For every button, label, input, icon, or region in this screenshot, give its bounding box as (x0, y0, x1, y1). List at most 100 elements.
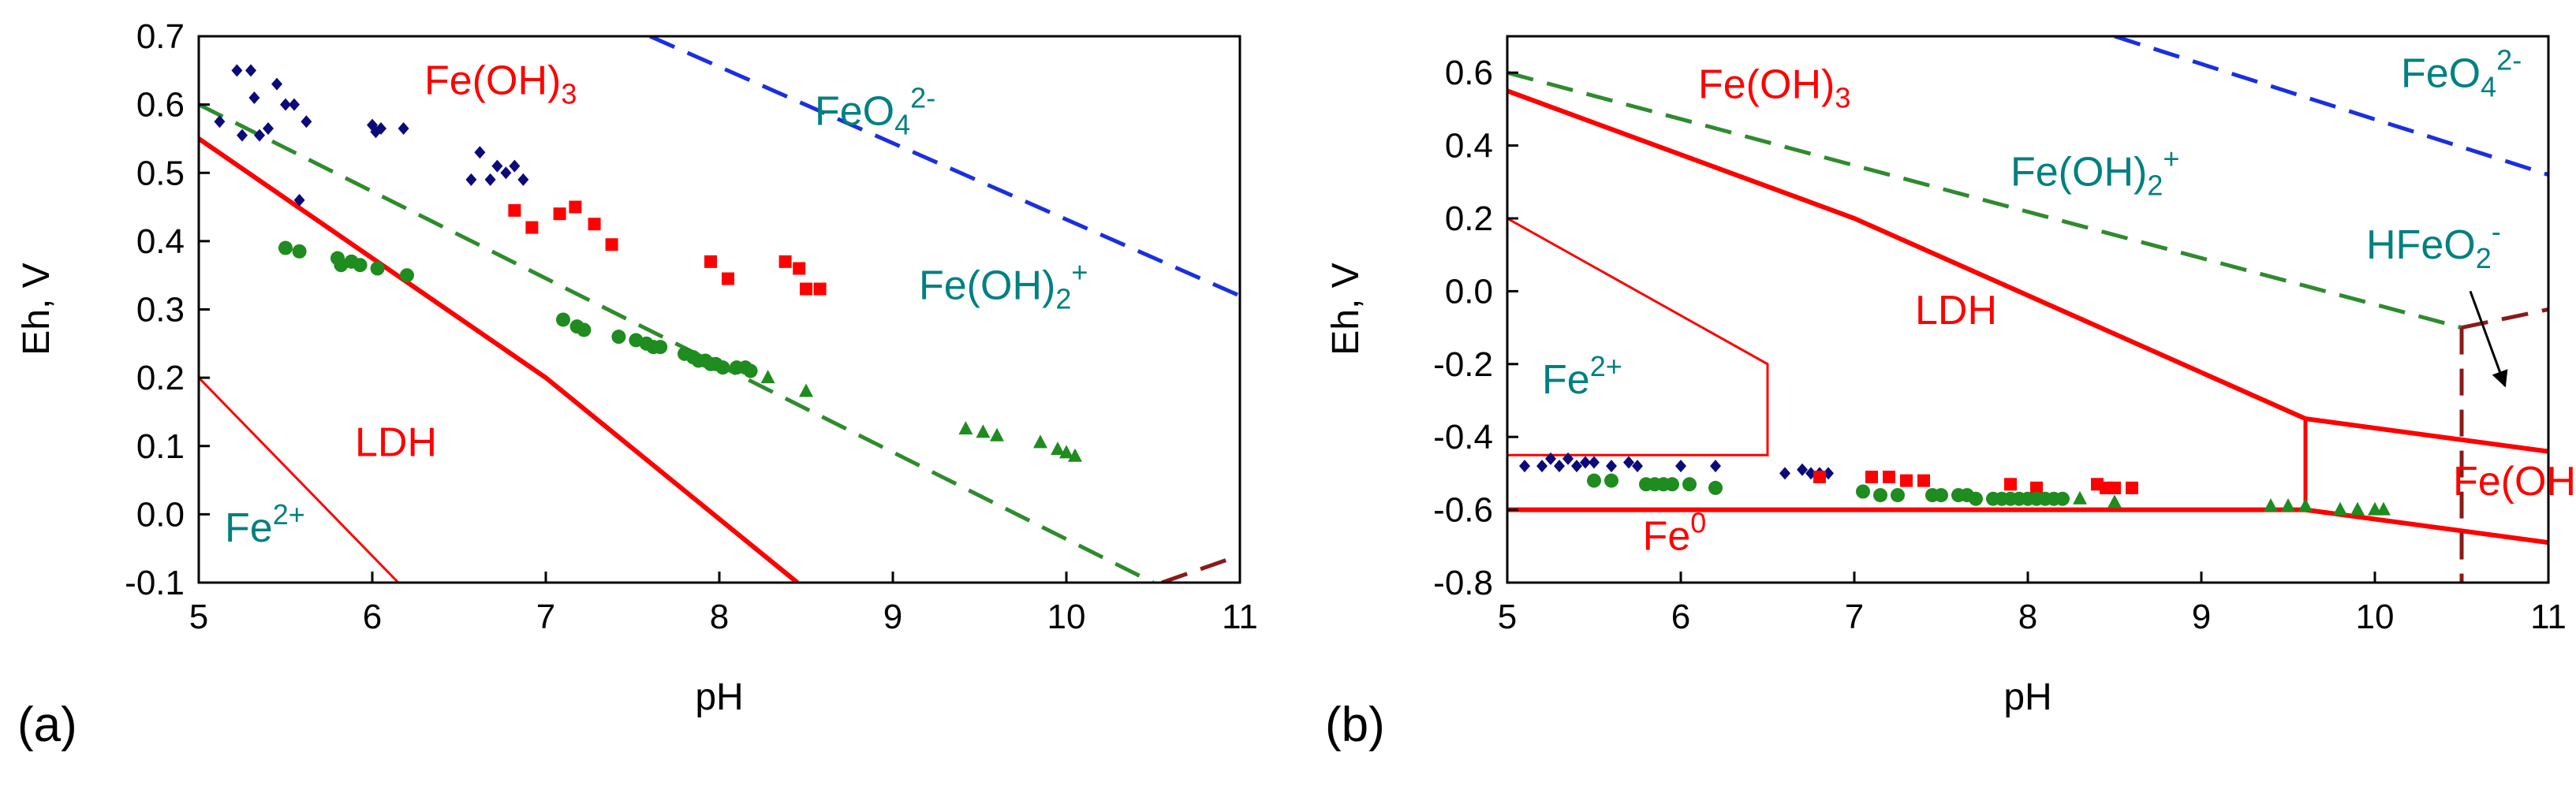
data-point-circle (577, 322, 592, 337)
y-tick-label: 0.6 (1445, 54, 1493, 92)
region-label: Fe2+ (225, 498, 305, 551)
data-point-diamond (245, 64, 256, 77)
data-point-triangle (990, 427, 1004, 441)
data-point-triangle (799, 383, 813, 397)
data-point-circle (1934, 488, 1948, 503)
data-point-square (588, 218, 601, 231)
data-point-circle (1604, 473, 1618, 488)
panel-a-chart: 5 6 7 8 9 10 11 -0.1 0.0 0.1 0.2 0.3 0.4 0.5 0.6 0.7 pH E… (16, 17, 1258, 752)
boundary-line (648, 36, 1240, 298)
data-point-triangle (1068, 448, 1082, 462)
boundary-lines (199, 36, 1240, 583)
boundary-line (2114, 36, 2548, 177)
data-point-diamond (1606, 460, 1617, 473)
data-point-circle (1856, 484, 1870, 499)
data-point-square (800, 282, 812, 296)
data-point-diamond (465, 173, 477, 186)
data-point-diamond (1589, 456, 1600, 469)
data-point-square (2004, 478, 2017, 491)
data-point-diamond (1623, 456, 1634, 469)
x-tick-label: 9 (2192, 598, 2211, 636)
y-tick-label: -0.6 (1433, 491, 1493, 530)
data-point-diamond (491, 159, 503, 173)
data-point-square (508, 203, 521, 217)
data-point-diamond (280, 98, 291, 111)
boundary-line (1507, 217, 1769, 456)
data-point-square (1865, 471, 1878, 484)
region-label: FeO42- (2401, 44, 2522, 103)
boundary-line (1507, 70, 2462, 330)
data-point-triangle (958, 421, 973, 435)
data-point-square (793, 262, 806, 275)
data-point-triangle (2107, 494, 2122, 508)
data-point-square (722, 272, 734, 285)
y-tick-label: 0.2 (136, 359, 185, 397)
data-point-diamond (254, 129, 265, 142)
y-tick-label: 0.0 (1445, 272, 1493, 311)
data-point-triangle (2350, 501, 2365, 516)
data-point-circle (1708, 480, 1723, 495)
data-point-triangle (2073, 490, 2087, 505)
data-point-square (2108, 481, 2121, 494)
data-point-triangle (1033, 434, 1047, 449)
data-point-circle (611, 330, 626, 345)
data-point-diamond (214, 115, 226, 129)
panel-label: (b) (1325, 698, 1385, 752)
x-tick-label: 6 (363, 598, 382, 636)
data-point-diamond (1580, 456, 1591, 469)
data-point-circle (353, 258, 368, 273)
x-tick-label: 10 (1047, 598, 1086, 636)
data-point-triangle (2333, 501, 2347, 516)
data-point-triangle (2264, 497, 2278, 512)
data-point-diamond (1571, 460, 1582, 473)
x-tick-label: 8 (710, 598, 729, 636)
y-tick-label: -0.4 (1433, 418, 1493, 456)
data-point-diamond (509, 159, 521, 173)
data-point-circle (556, 312, 570, 327)
data-point-diamond (517, 173, 529, 186)
data-point-square (1917, 474, 1930, 487)
data-point-triangle (976, 424, 991, 438)
data-point-circle (1873, 488, 1887, 503)
data-point-triangle (1059, 445, 1073, 459)
y-tick-label: 0.4 (136, 222, 185, 261)
data-point-diamond (474, 146, 486, 159)
y-tick-label: 0.4 (1445, 127, 1493, 166)
x-tick-label: 5 (1498, 598, 1517, 636)
boundary-line (199, 136, 799, 583)
data-point-triangle (1051, 441, 1065, 456)
y-axis-label: Eh, V (1325, 263, 1367, 355)
data-point-square (2126, 481, 2138, 494)
data-point-square (1883, 471, 1895, 484)
y-tick-label: 0.2 (1445, 199, 1493, 238)
y-tick-label: 0.1 (136, 427, 185, 466)
data-point-circle (1969, 491, 1983, 506)
data-point-circle (400, 268, 414, 283)
y-tick-label: 0.7 (136, 17, 185, 56)
y-axis-label: Eh, V (16, 263, 58, 355)
y-tick-label: 0.6 (136, 86, 185, 125)
x-tick-label: 11 (1222, 598, 1258, 636)
data-point-diamond (263, 121, 274, 135)
data-point-circle (653, 340, 668, 355)
data-markers (1519, 452, 2391, 516)
data-point-triangle (2281, 497, 2295, 512)
data-point-diamond (293, 193, 305, 207)
region-label: Fe(OH)3 (424, 58, 577, 110)
data-markers (214, 64, 1082, 462)
x-tick-label: 6 (1671, 598, 1690, 636)
data-point-square (569, 200, 582, 214)
y-tick-label: -0.1 (125, 564, 185, 602)
data-point-triangle (2376, 501, 2391, 516)
data-point-diamond (1779, 467, 1790, 480)
region-label: Fe(OH)2+ (919, 256, 1088, 315)
region-label: HFeO2- (2366, 215, 2501, 274)
data-point-square (704, 255, 717, 268)
x-tick-label: 7 (536, 598, 555, 636)
region-label: LDH (1915, 288, 1997, 333)
region-label: Fe(OH)2 (2453, 459, 2576, 511)
data-point-diamond (1675, 460, 1686, 473)
x-tick-label: 10 (2356, 598, 2395, 636)
data-point-circle (278, 240, 293, 255)
